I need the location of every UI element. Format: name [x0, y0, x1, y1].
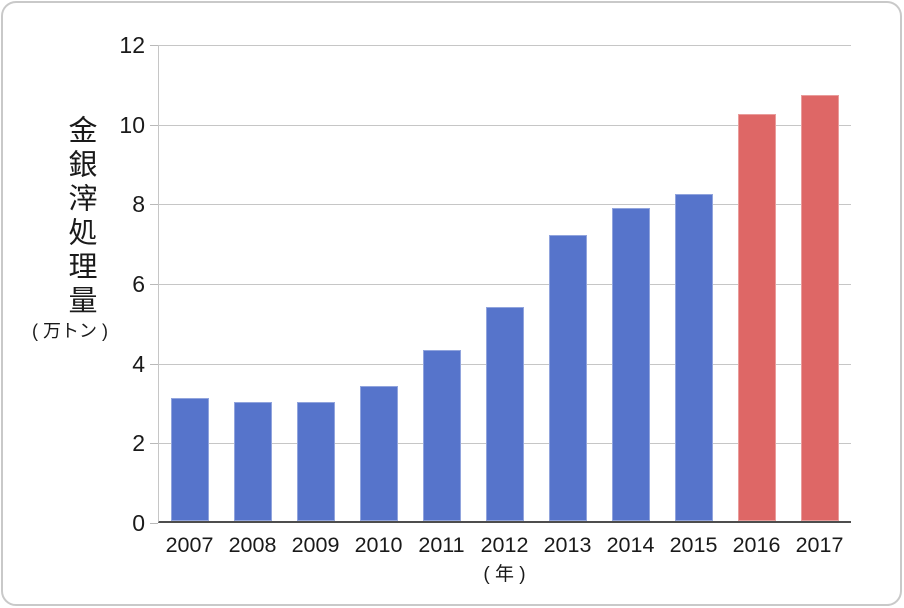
bar-2011 [423, 350, 462, 521]
y-tick-mark-2 [150, 443, 158, 445]
bar-slot-2015 [662, 45, 725, 521]
bar-2014 [611, 207, 650, 521]
y-tick-mark-6 [150, 284, 158, 285]
bar-slot-2016 [725, 45, 788, 521]
bar-2009 [297, 402, 336, 521]
bar-slot-2008 [222, 45, 285, 521]
gridline-y-8 [159, 204, 851, 206]
bar-2007 [171, 398, 210, 521]
gridline-y-10 [159, 124, 851, 126]
bar-slot-2014 [599, 45, 662, 521]
y-tick-label-10: 10 [119, 111, 145, 138]
x-tick-label-2015: 2015 [669, 533, 718, 557]
x-axis-title: ( 年 ) [483, 564, 526, 585]
x-tick-label-2010: 2010 [354, 533, 403, 557]
y-tick-mark-10 [150, 124, 158, 126]
bar-2015 [674, 193, 713, 521]
bar-slot-2012 [474, 45, 537, 521]
x-tick-label-2011: 2011 [418, 533, 465, 557]
y-tick-label-2: 2 [132, 430, 145, 457]
gridline-y-12 [159, 45, 851, 46]
bar-2016 [737, 114, 776, 521]
x-tick-label-2007: 2007 [165, 533, 214, 557]
bar-slot-2009 [285, 45, 348, 521]
x-tick-label-2014: 2014 [606, 533, 655, 557]
x-tick-label-2008: 2008 [228, 533, 277, 557]
y-tick-mark-12 [150, 45, 158, 46]
y-axis-title: 金銀滓処理量 [64, 115, 96, 319]
x-tick-label-2013: 2013 [543, 533, 592, 557]
bar-2013 [548, 235, 587, 521]
bar-slot-2007 [159, 45, 222, 521]
gridline-y-6 [159, 284, 851, 285]
bar-2008 [234, 402, 273, 521]
x-tick-label-2017: 2017 [795, 533, 844, 557]
y-tick-label-4: 4 [132, 350, 145, 377]
bar-2017 [800, 94, 839, 521]
y-tick-label-6: 6 [132, 271, 145, 297]
bar-2012 [485, 306, 524, 521]
bars-layer [159, 45, 851, 521]
x-tick-label-2009: 2009 [291, 533, 340, 557]
x-tick-label-2016: 2016 [732, 533, 781, 557]
y-tick-label-0: 0 [132, 510, 145, 536]
bar-slot-2010 [348, 45, 411, 521]
plot-area: 0 2 4 6 8 10 12 [119, 32, 851, 536]
bar-2010 [360, 386, 399, 521]
bar-slot-2013 [536, 45, 599, 521]
bar-slot-2017 [788, 45, 851, 521]
bar-chart: 金銀滓処理量 ( 万トン ) 0 2 4 6 8 10 12 2007 2008 2009 201… [3, 3, 900, 604]
y-tick-label-8: 8 [132, 191, 145, 218]
y-tick-label-12: 12 [119, 32, 145, 58]
x-tick-label-2012: 2012 [480, 533, 529, 557]
y-tick-mark-0 [150, 523, 158, 524]
y-tick-mark-4 [150, 363, 158, 365]
y-tick-mark-8 [150, 204, 158, 206]
x-axis-tick-labels: 2007 2008 2009 2010 2011 2012 2013 2014 2015 2016… [158, 532, 851, 558]
y-axis-unit-label: ( 万トン ) [32, 321, 108, 341]
bar-slot-2011 [411, 45, 474, 521]
